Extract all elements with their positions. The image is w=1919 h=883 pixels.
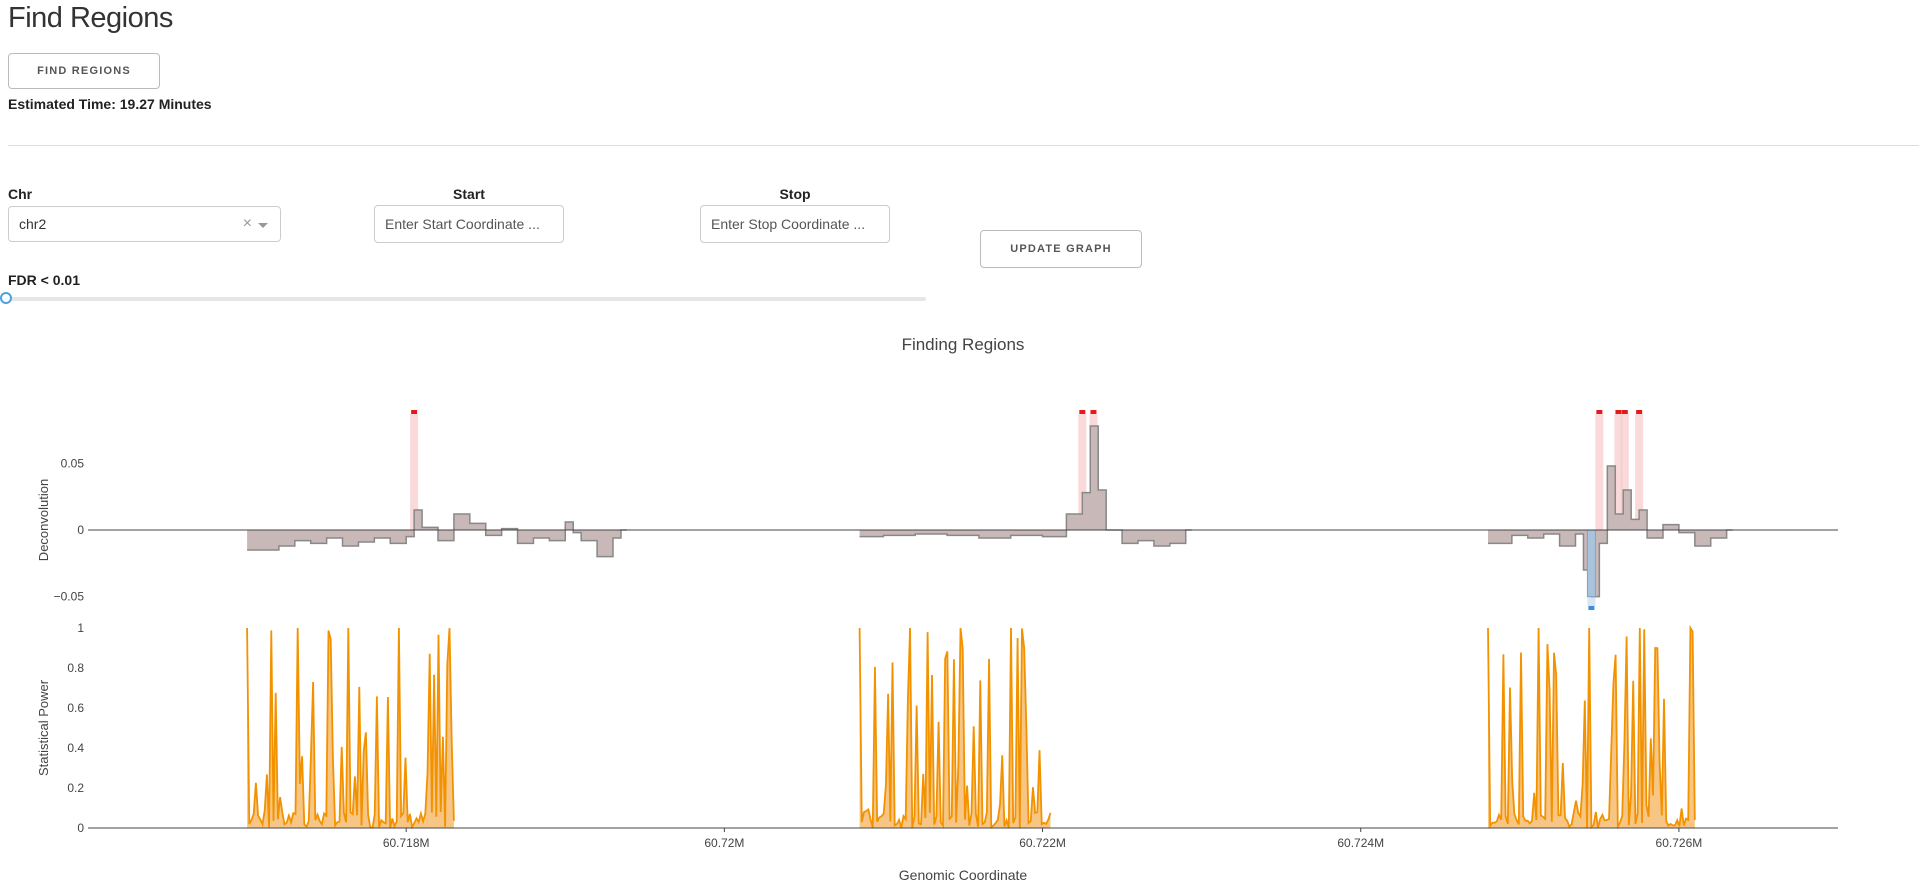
x-tick-label: 60.726M xyxy=(1656,836,1703,850)
chr-label: Chr xyxy=(8,186,33,202)
significance-band xyxy=(1635,414,1644,530)
deconvolution-y-tick-label: −0.05 xyxy=(54,590,85,604)
deconvolution-area xyxy=(1488,466,1733,597)
stop-label: Stop xyxy=(779,186,811,202)
statistical-power-y-tick-label: 0.6 xyxy=(67,701,84,715)
fdr-label: FDR < 0.01 xyxy=(8,272,80,288)
x-tick-label: 60.718M xyxy=(383,836,430,850)
statistical-power-line xyxy=(246,627,455,830)
significance-band xyxy=(1078,414,1087,530)
chevron-down-icon[interactable] xyxy=(258,223,268,228)
deconvolution-area xyxy=(859,426,1192,546)
clear-icon[interactable]: × xyxy=(242,215,252,232)
negative-region-marker xyxy=(1588,606,1595,610)
significant-region-marker xyxy=(1621,410,1628,414)
significant-region-marker xyxy=(1596,410,1603,414)
significance-band xyxy=(1620,414,1629,530)
statistical-power-y-tick-label: 0 xyxy=(77,821,84,835)
deconvolution-area xyxy=(247,510,627,557)
statistical-power-line xyxy=(1487,624,1696,830)
fdr-slider-track[interactable] xyxy=(8,297,926,301)
x-tick-label: 60.722M xyxy=(1019,836,1066,850)
find-regions-button[interactable]: FIND REGIONS xyxy=(8,53,160,89)
significant-region-marker xyxy=(1615,410,1622,414)
significant-region-marker xyxy=(1090,410,1097,414)
statistical-power-area xyxy=(247,628,454,828)
stop-input[interactable] xyxy=(700,205,890,243)
x-axis-label: Genomic Coordinate xyxy=(899,867,1028,883)
negative-deconvolution-area xyxy=(1586,529,1596,598)
x-tick-label: 60.724M xyxy=(1337,836,1384,850)
significant-region-marker xyxy=(1636,410,1643,414)
divider xyxy=(8,145,1919,146)
significance-band xyxy=(1614,414,1623,530)
significant-region-marker xyxy=(1079,410,1086,414)
significant-region-marker xyxy=(411,410,418,414)
deconvolution-y-tick-label: 0 xyxy=(77,523,84,537)
x-tick-label: 60.72M xyxy=(704,836,744,850)
start-label: Start xyxy=(453,186,485,202)
deconvolution-y-tick-label: 0.05 xyxy=(61,456,85,470)
statistical-power-y-tick-label: 0.4 xyxy=(67,741,84,755)
statistical-power-y-tick-label: 0.2 xyxy=(67,781,84,795)
statistical-power-line xyxy=(858,627,1052,829)
estimated-time: Estimated Time: 19.27 Minutes xyxy=(8,96,212,112)
significance-band xyxy=(1595,414,1604,530)
significance-band xyxy=(410,414,419,530)
finding-regions-chart: Finding Regions 0.05 0 −0.05 Deconvolution 1… xyxy=(36,335,1838,883)
chart-title: Finding Regions xyxy=(902,335,1025,354)
fdr-slider-handle[interactable] xyxy=(0,292,12,304)
statistical-power-y-axis-label: Statistical Power xyxy=(36,679,51,776)
chr-select-value: chr2 xyxy=(19,216,47,232)
deconvolution-line xyxy=(247,509,627,558)
deconvolution-line xyxy=(1488,465,1733,598)
statistical-power-y-tick-label: 1 xyxy=(77,621,84,635)
statistical-power-y-tick-label: 0.8 xyxy=(67,661,84,675)
update-graph-button[interactable]: UPDATE GRAPH xyxy=(980,230,1142,268)
start-input[interactable] xyxy=(374,205,564,243)
chr-select[interactable]: chr2 × xyxy=(8,206,281,242)
deconvolution-y-axis-label: Deconvolution xyxy=(36,479,51,561)
deconvolution-line xyxy=(859,425,1192,547)
page-title: Find Regions xyxy=(8,2,173,34)
